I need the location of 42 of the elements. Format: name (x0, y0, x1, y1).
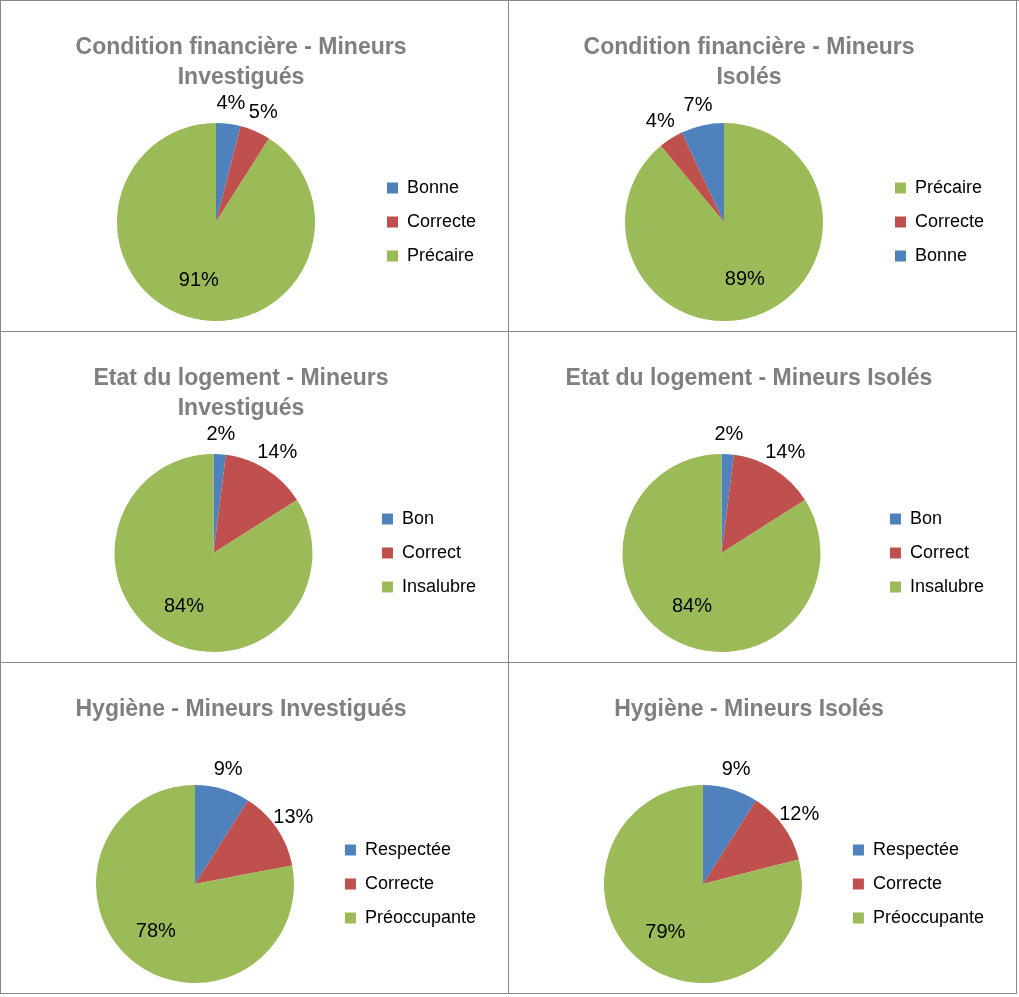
legend-label: Précaire (914, 176, 983, 197)
data-label: 2% (714, 421, 744, 444)
legend-label: Bonne (914, 244, 968, 265)
legend-label: Correcte (406, 210, 477, 231)
legend-label: Préoccupante (872, 906, 984, 927)
chart-title: Hygiène - Mineurs Isolés (613, 694, 885, 723)
legend-label: Correct (401, 541, 461, 562)
data-label: 9% (213, 757, 243, 780)
data-label: 13% (273, 804, 314, 827)
data-label: 4% (645, 109, 675, 132)
legend-label: Respectée (872, 838, 959, 859)
legend-label: Respectée (364, 838, 451, 859)
data-label: 14% (257, 440, 298, 463)
data-label: 89% (724, 267, 766, 290)
data-label: 5% (248, 100, 278, 123)
legend-label: Correcte (364, 872, 434, 893)
data-label: 12% (779, 801, 820, 824)
legend-label: Insalubre (401, 575, 477, 596)
chart-title: Condition financière - Mineurs Investigués (74, 32, 408, 91)
data-label: 78% (135, 918, 177, 941)
data-label: 91% (178, 268, 220, 291)
data-label: 9% (721, 757, 751, 780)
data-label: 2% (206, 421, 236, 444)
legend-label: Bon (909, 507, 942, 528)
data-label: 7% (683, 93, 713, 116)
legend-label: Bonne (406, 176, 460, 197)
chart-title: Etat du logement - Mineurs Investigués (92, 363, 390, 422)
legend-label: Bon (401, 507, 434, 528)
legend-label: Correcte (914, 210, 985, 231)
data-label: 4% (216, 91, 246, 114)
legend-label: Insalubre (909, 575, 985, 596)
chart-title: Condition financière - Mineurs Isolés (582, 32, 916, 91)
data-label: 79% (645, 920, 686, 943)
legend-label: Préoccupante (364, 906, 476, 927)
data-label: 14% (765, 440, 806, 463)
legend-label: Correcte (872, 872, 942, 893)
legend-label: Précaire (406, 244, 475, 265)
data-label: 84% (163, 594, 205, 617)
data-label: 84% (671, 594, 713, 617)
chart-title: Etat du logement - Mineurs Isolés (564, 363, 934, 392)
chart-title: Hygiène - Mineurs Investigués (74, 694, 408, 723)
legend-label: Correct (909, 541, 969, 562)
